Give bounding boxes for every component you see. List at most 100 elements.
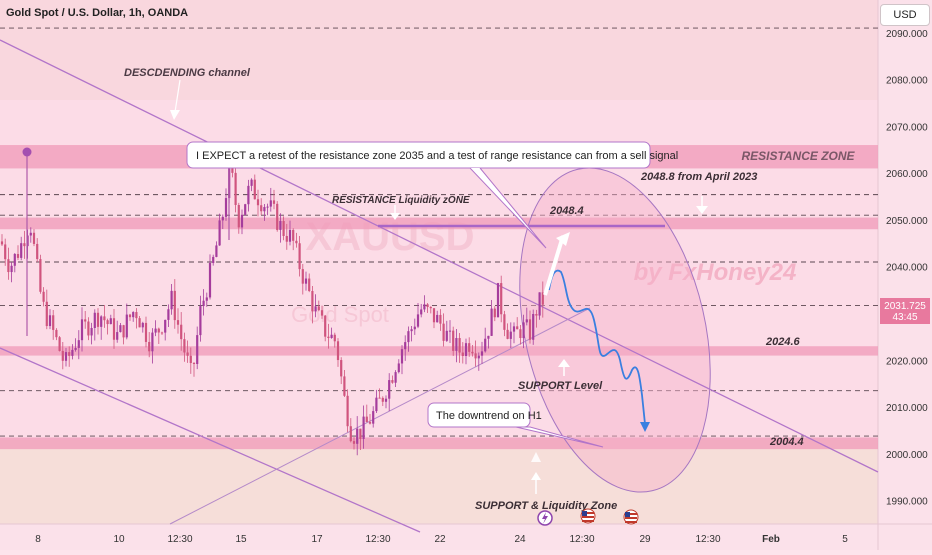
candle-body — [186, 352, 189, 356]
candle-body — [167, 309, 170, 320]
candle-body — [320, 310, 324, 316]
candle-body — [407, 331, 410, 343]
resistance-liquidity-band — [0, 217, 878, 230]
candle-body — [87, 321, 90, 336]
watermark-author: by FxHoney24 — [634, 259, 797, 286]
channel-label-pointer — [174, 79, 181, 113]
candle-body — [516, 326, 519, 330]
candle-body — [183, 339, 186, 353]
candle-body — [132, 312, 135, 318]
time-tick-label: 24 — [514, 534, 526, 545]
candle-body — [330, 334, 333, 339]
level-2048-4-label: 2048.4 — [549, 205, 584, 217]
candle-body — [29, 232, 32, 236]
candle-body — [0, 241, 4, 245]
resistance-zone-label: RESISTANCE ZONE — [741, 149, 855, 163]
support-level-label: SUPPORT Level — [518, 380, 603, 392]
candle-body — [416, 314, 420, 327]
candle-body — [138, 318, 141, 328]
candle-body — [160, 332, 164, 334]
resistance-liquidity-arrow — [390, 213, 400, 220]
candle-body — [471, 351, 474, 354]
candle-body — [288, 229, 292, 242]
candle-body — [218, 220, 221, 246]
lightning-icon[interactable] — [537, 510, 553, 526]
candle-body — [247, 185, 250, 205]
candle-body — [263, 207, 266, 212]
candle-body — [394, 372, 397, 383]
candle-body — [528, 319, 532, 340]
lower-background-band — [0, 440, 878, 524]
symbol-title[interactable]: Gold Spot / U.S. Dollar, 1h, OANDA — [6, 7, 188, 19]
dashed-levels — [0, 27, 878, 437]
candle-body — [439, 314, 442, 324]
candle-body — [304, 278, 308, 284]
candle-body — [64, 352, 68, 361]
candle-body — [340, 360, 343, 377]
price-tick-label: 2000.000 — [886, 450, 928, 461]
callout-main-box — [186, 141, 651, 169]
channel-upper-line — [0, 39, 879, 473]
projected-price-path — [548, 269, 646, 425]
candle-body — [180, 324, 183, 340]
candle-body — [103, 316, 106, 321]
candle-body — [324, 315, 327, 337]
candle-body — [298, 243, 301, 270]
candle-body — [404, 342, 407, 350]
price-tick-label: 2040.000 — [886, 263, 928, 274]
watermark-name: Gold Spot — [291, 302, 389, 327]
candle-body — [106, 320, 109, 325]
candle-body — [10, 265, 13, 273]
candle-body — [23, 243, 26, 247]
candle-body — [148, 341, 151, 352]
candle-body — [58, 337, 61, 351]
level-2048-8-arrow — [696, 206, 708, 214]
candle-body — [362, 416, 365, 439]
candle-body — [426, 304, 429, 308]
us-flag-icon[interactable] — [623, 509, 639, 525]
channel-label: DESCDENDING channel — [124, 67, 251, 79]
candle-body — [170, 290, 173, 310]
candle-body — [125, 314, 128, 338]
callout-downtrend-box — [427, 402, 531, 428]
candle-body — [493, 308, 496, 318]
candle-body — [420, 309, 423, 315]
candle-body — [90, 327, 93, 336]
candle-body — [343, 376, 346, 396]
candle-body — [189, 355, 192, 364]
candle-body — [224, 198, 228, 217]
candle-body — [42, 291, 45, 302]
candle-body — [109, 318, 112, 325]
candle-body — [112, 318, 116, 340]
time-tick-label: 12:30 — [167, 534, 192, 545]
candle-body — [372, 411, 375, 424]
candle-body — [32, 232, 36, 244]
callout-downtrend-pointer — [500, 426, 604, 448]
candle-body — [173, 290, 176, 321]
candle-body — [61, 350, 64, 361]
price-tick-label: 2020.000 — [886, 356, 928, 367]
candle-body — [503, 314, 506, 330]
candle-body — [282, 221, 285, 236]
candle-body — [71, 349, 74, 356]
level-2048-8-label: 2048.8 from April 2023 — [640, 171, 757, 183]
time-tick-label: 15 — [235, 534, 247, 545]
candle-body — [477, 355, 480, 359]
candle-body — [285, 235, 288, 242]
candle-body — [272, 200, 276, 204]
support-level-arrow — [558, 359, 570, 367]
candle-body — [301, 269, 304, 284]
currency-selector[interactable]: USD — [880, 4, 930, 26]
price-tick-label: 2070.000 — [886, 122, 928, 133]
time-tick-label: 22 — [434, 534, 446, 545]
candle-body — [368, 422, 372, 424]
us-flag-icon[interactable] — [580, 508, 596, 524]
spike-marker-left — [22, 147, 32, 157]
candle-body — [80, 319, 84, 341]
candle-body — [96, 312, 100, 327]
candle-body — [538, 292, 541, 316]
upper-background-band — [0, 0, 878, 100]
candle-body — [375, 397, 378, 412]
